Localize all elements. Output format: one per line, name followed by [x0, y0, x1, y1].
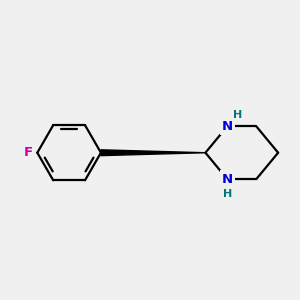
Text: N: N	[222, 172, 233, 186]
Text: F: F	[24, 146, 33, 159]
Polygon shape	[101, 150, 206, 156]
Text: N: N	[222, 120, 233, 133]
Text: H: H	[223, 189, 232, 199]
Text: H: H	[233, 110, 242, 121]
